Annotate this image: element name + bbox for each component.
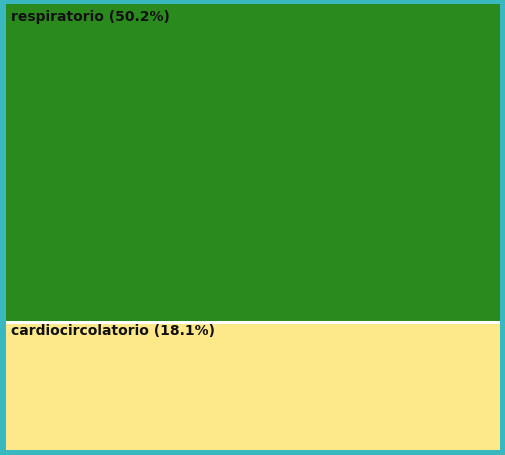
Bar [6, 321, 499, 324]
Bar [6, 324, 499, 450]
Text: cardiocircolatorio (18.1%): cardiocircolatorio (18.1%) [11, 324, 215, 338]
Bar [6, 5, 499, 321]
Text: respiratorio (50.2%): respiratorio (50.2%) [11, 10, 170, 24]
